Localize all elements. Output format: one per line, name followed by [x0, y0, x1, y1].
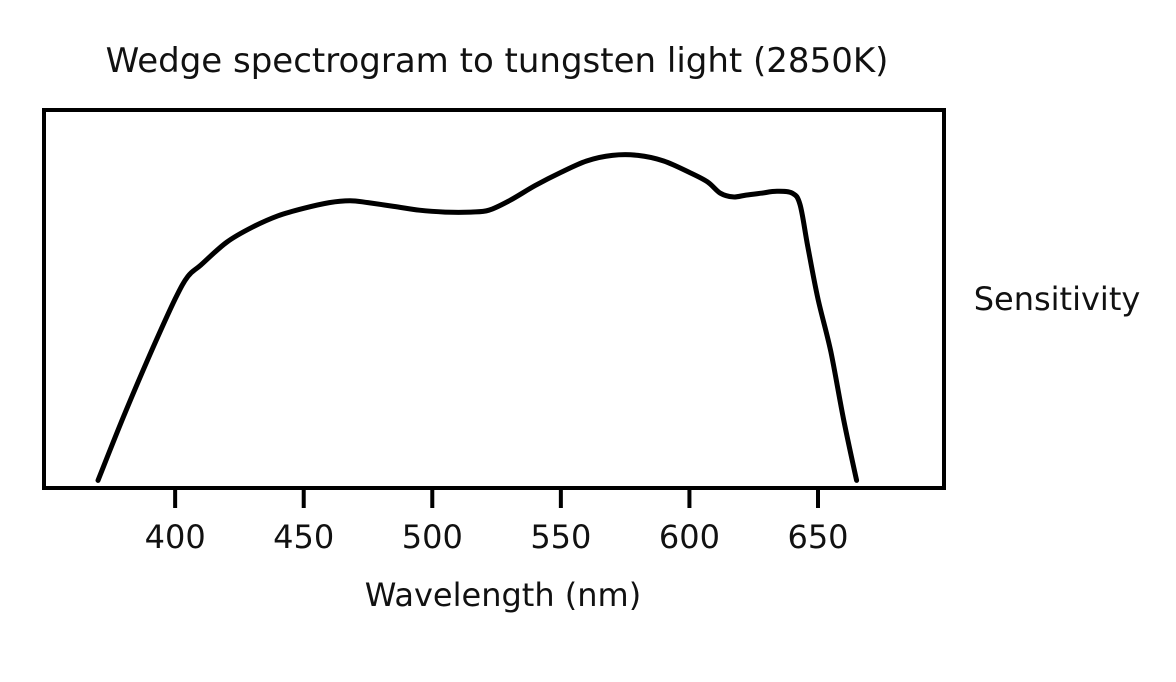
x-tick-label: 550: [530, 518, 591, 556]
x-tick-label: 650: [787, 518, 848, 556]
chart-title: Wedge spectrogram to tungsten light (285…: [106, 41, 889, 81]
x-tick-label: 600: [659, 518, 720, 556]
plot-area: [42, 108, 946, 490]
x-tick-label: 450: [273, 518, 334, 556]
sensitivity-curve: [95, 152, 860, 483]
x-axis-label: Wavelength (nm): [365, 576, 641, 614]
x-tick-label: 400: [145, 518, 206, 556]
y-axis-label: Sensitivity: [974, 280, 1141, 318]
x-axis-ticks: 400 450 500 550 600 650: [145, 488, 849, 556]
plot-frame: [42, 108, 946, 490]
x-tick-label: 500: [402, 518, 463, 556]
